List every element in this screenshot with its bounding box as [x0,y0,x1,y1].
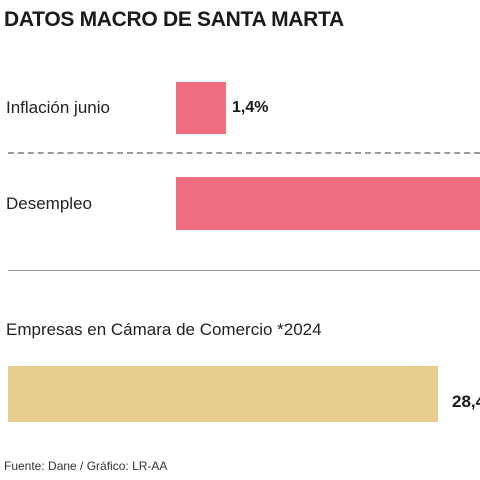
bar-empresas [8,366,438,422]
dashed-divider [8,152,480,154]
chart-title: DATOS MACRO DE SANTA MARTA [4,8,344,31]
bar-inflacion [176,82,226,134]
data-label-inflacion: 1,4% [232,99,269,116]
category-label-inflacion: Inflación junio [6,98,110,117]
category-label-empresas: Empresas en Cámara de Comercio *2024 [6,320,322,339]
category-label-desempleo: Desempleo [6,194,92,213]
source-note: Fuente: Dane / Gráfico: LR-AA [4,459,168,473]
solid-divider [8,270,480,271]
data-label-empresas: 28,4 [452,392,480,411]
bar-desempleo [176,177,480,230]
